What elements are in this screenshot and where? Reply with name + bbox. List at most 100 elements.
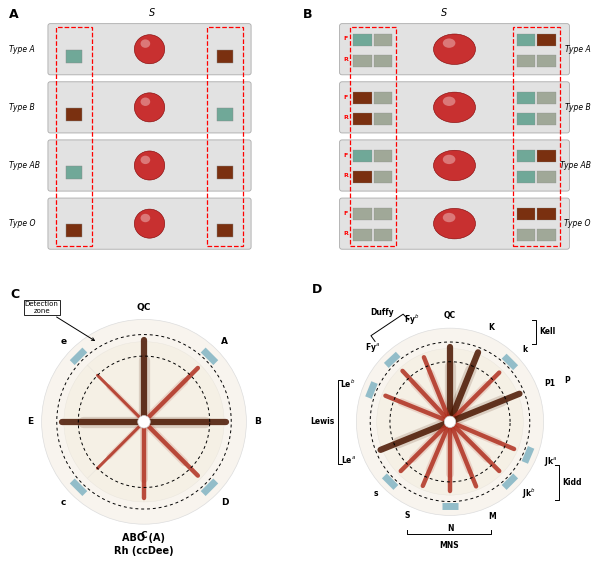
Bar: [353, 113, 372, 125]
Wedge shape: [450, 394, 523, 450]
Bar: [517, 150, 535, 162]
Text: N: N: [447, 524, 453, 532]
Wedge shape: [421, 422, 450, 495]
Text: QC: QC: [137, 303, 151, 312]
Ellipse shape: [443, 96, 455, 106]
Bar: [353, 92, 372, 104]
Bar: [517, 34, 535, 46]
Wedge shape: [64, 422, 144, 478]
Bar: [374, 150, 392, 162]
Ellipse shape: [443, 154, 455, 164]
Ellipse shape: [443, 213, 455, 222]
Text: Type B: Type B: [565, 103, 591, 112]
Wedge shape: [450, 370, 518, 422]
Bar: [374, 92, 392, 104]
Text: Jk$^b$: Jk$^b$: [522, 487, 536, 501]
Text: Kell: Kell: [539, 328, 556, 336]
Circle shape: [444, 416, 456, 428]
Wedge shape: [450, 422, 502, 490]
Text: F: F: [343, 95, 348, 100]
Wedge shape: [450, 422, 478, 495]
Bar: [217, 50, 233, 63]
FancyBboxPatch shape: [340, 198, 569, 249]
Text: B: B: [303, 9, 313, 22]
Bar: [537, 55, 556, 67]
Text: E: E: [27, 417, 33, 426]
Wedge shape: [422, 348, 450, 422]
Bar: [65, 50, 82, 63]
Ellipse shape: [140, 214, 150, 222]
Bar: [353, 34, 372, 46]
Text: Le$^a$: Le$^a$: [341, 454, 356, 466]
Text: Le$^b$: Le$^b$: [340, 377, 356, 390]
Bar: [65, 224, 82, 237]
Bar: [517, 208, 535, 221]
Ellipse shape: [433, 34, 476, 64]
Text: Type B: Type B: [9, 103, 35, 112]
Circle shape: [356, 328, 544, 515]
Text: QC: QC: [444, 311, 456, 320]
Text: MNS: MNS: [439, 541, 459, 550]
Bar: [517, 92, 535, 104]
Text: R: R: [343, 231, 349, 237]
Text: S: S: [405, 511, 410, 520]
Text: P1: P1: [544, 379, 556, 388]
Wedge shape: [144, 422, 224, 478]
Text: C: C: [140, 531, 148, 540]
Bar: [217, 224, 233, 237]
Text: A: A: [9, 9, 19, 22]
Text: F: F: [343, 36, 348, 42]
Wedge shape: [64, 365, 144, 422]
Text: F: F: [343, 211, 348, 216]
Text: C: C: [10, 288, 20, 302]
Bar: [374, 229, 392, 242]
Wedge shape: [400, 354, 450, 422]
Text: D: D: [311, 283, 322, 296]
Bar: [537, 34, 556, 46]
Text: R: R: [343, 115, 349, 120]
Text: Type AB: Type AB: [560, 161, 591, 170]
Text: Type A: Type A: [565, 44, 591, 54]
Bar: [517, 55, 535, 67]
Ellipse shape: [134, 209, 164, 238]
Text: Detection
zone: Detection zone: [25, 301, 94, 340]
Text: s: s: [374, 489, 378, 498]
Bar: [374, 34, 392, 46]
Wedge shape: [144, 341, 200, 422]
Text: S: S: [441, 9, 447, 18]
Wedge shape: [450, 348, 478, 422]
Text: D: D: [221, 498, 229, 507]
Bar: [65, 108, 82, 121]
Text: Rh (ccDee): Rh (ccDee): [114, 546, 174, 556]
Bar: [517, 171, 535, 184]
Text: Duffy: Duffy: [370, 308, 394, 317]
Ellipse shape: [134, 151, 164, 180]
Text: M: M: [488, 512, 496, 520]
Ellipse shape: [140, 39, 150, 48]
FancyBboxPatch shape: [48, 23, 251, 75]
Ellipse shape: [433, 209, 476, 239]
Bar: [374, 55, 392, 67]
Text: Fy$^b$: Fy$^b$: [404, 313, 419, 327]
Text: c: c: [61, 498, 66, 507]
Bar: [374, 171, 392, 184]
Circle shape: [41, 319, 247, 524]
Ellipse shape: [134, 93, 164, 122]
Wedge shape: [382, 368, 450, 422]
Bar: [353, 229, 372, 242]
Circle shape: [138, 416, 150, 428]
Ellipse shape: [140, 156, 150, 164]
Ellipse shape: [134, 35, 164, 64]
Text: S: S: [149, 9, 155, 18]
Text: Type AB: Type AB: [9, 161, 40, 170]
Text: K: K: [488, 323, 494, 332]
Text: P: P: [564, 376, 570, 385]
Bar: [217, 108, 233, 121]
Text: R: R: [343, 57, 349, 62]
Bar: [353, 208, 372, 221]
Bar: [217, 166, 233, 179]
Bar: [353, 55, 372, 67]
Text: B: B: [254, 417, 262, 426]
Wedge shape: [88, 422, 144, 502]
Text: Fy$^a$: Fy$^a$: [365, 341, 380, 354]
